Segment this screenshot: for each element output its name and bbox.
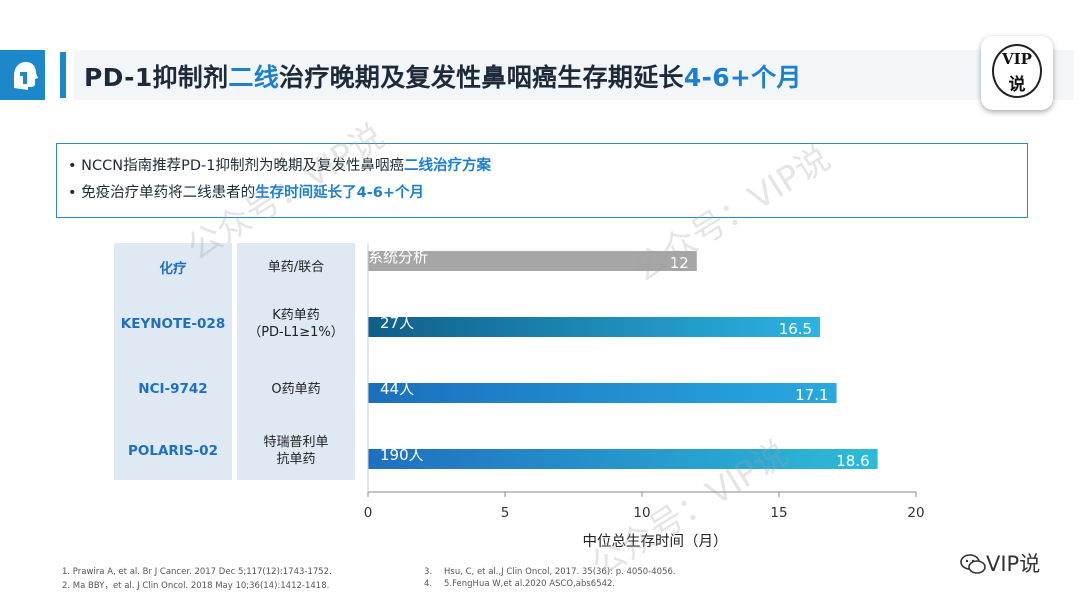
- footnote-3: Hsu, C, et al.,J Clin Oncol, 2017. 35(36…: [444, 567, 676, 577]
- vip-badge-line1: VIP: [1002, 50, 1032, 68]
- x-tick-label: 20: [907, 505, 924, 521]
- title-accent-bar: [60, 52, 66, 98]
- x-tick-label: 5: [501, 505, 510, 521]
- key-point-1: • NCCN指南推荐PD-1抑制剂为晚期及复发性鼻咽癌二线治疗方案: [68, 158, 491, 174]
- trial-name-cell: 化疗: [114, 243, 232, 291]
- trial-name-cell: NCI-9742: [114, 357, 232, 421]
- bar-化疗: [368, 251, 697, 271]
- regimen-cell: K药单药 （PD-L1≥1%）: [237, 291, 355, 357]
- page-title: PD-1抑制剂二线治疗晚期及复发性鼻咽癌生存期延长4-6+个月: [84, 63, 802, 92]
- wechat-icon: [960, 554, 986, 574]
- x-tick-label: 15: [770, 505, 787, 521]
- key-point-2: • 免疫治疗单药将二线患者的生存时间延长了4-6+个月: [68, 185, 425, 201]
- bar-KEYNOTE-028: [368, 317, 821, 337]
- footnote-5: 5.FengHua W,et al.2020 ASCO,abs6542.: [444, 579, 616, 589]
- vip-badge-line2: 说: [1008, 75, 1026, 95]
- regimen-cell: 单药/联合: [237, 243, 355, 291]
- footnote-2: 2. Ma BBY，et al. J Clin Oncol. 2018 May …: [62, 581, 330, 591]
- brand-label: VIP说: [960, 548, 1040, 578]
- value-label: 16.5: [779, 320, 812, 338]
- value-label: 12: [670, 254, 689, 272]
- bar-label: 系统分析: [368, 248, 428, 266]
- footnote-3-number: 3.: [424, 567, 433, 577]
- logo: [0, 50, 45, 100]
- bar-label: 190人: [380, 446, 424, 464]
- bar-label: 27人: [380, 314, 414, 332]
- title-bar: [74, 50, 1074, 100]
- value-label: 18.6: [836, 452, 869, 470]
- trial-name-cell: POLARIS-02: [114, 421, 232, 480]
- regimen-cell: O药单药: [237, 357, 355, 421]
- x-axis-label: 中位总生存时间（月）: [583, 533, 728, 550]
- footnote-1: 1. Prawira A, et al. Br J Cancer. 2017 D…: [62, 567, 332, 577]
- bar-label: 44人: [380, 380, 414, 398]
- head-logo-icon: [14, 62, 38, 90]
- bar-NCI-9742: [368, 383, 837, 403]
- trial-name-cell: KEYNOTE-028: [114, 291, 232, 357]
- x-tick-label: 10: [633, 505, 650, 521]
- footnote-4-number: 4.: [424, 579, 433, 589]
- key-points-box: [56, 143, 1028, 218]
- value-label: 17.1: [795, 386, 828, 404]
- regimen-cell: 特瑞普利单 抗单药: [237, 421, 355, 480]
- vip-badge-circle: [992, 44, 1042, 98]
- bar-POLARIS-02: [368, 449, 878, 469]
- x-tick-label: 0: [364, 505, 373, 521]
